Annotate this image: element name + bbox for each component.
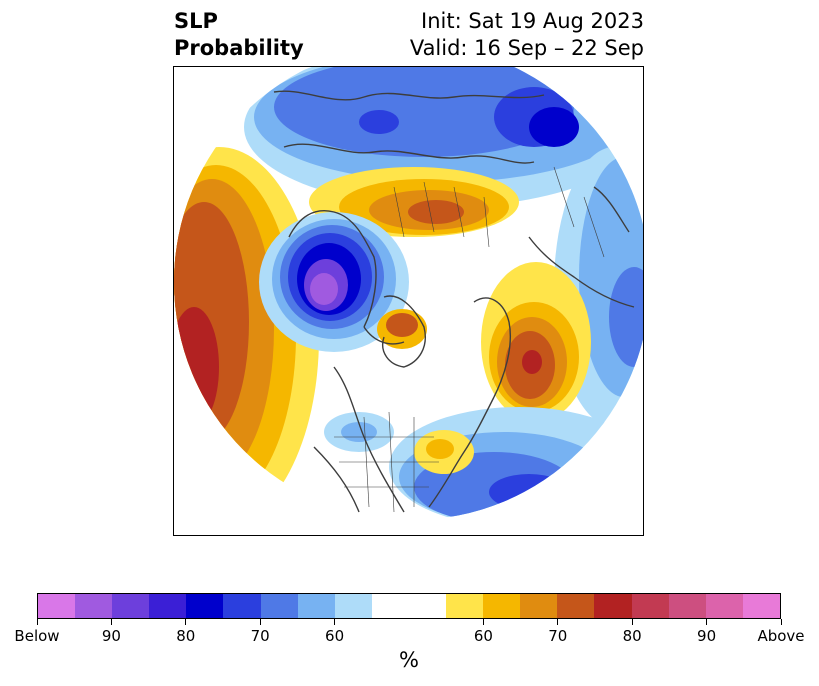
colorbar-segment bbox=[631, 594, 669, 618]
colorbar-tick-label: 60 bbox=[325, 627, 345, 645]
colorbar-segment bbox=[223, 594, 261, 618]
colorbar-segment bbox=[668, 594, 706, 618]
colorbar-segment bbox=[408, 594, 447, 618]
colorbar-tick-label: Below bbox=[14, 627, 60, 645]
colorbar-tick bbox=[780, 619, 782, 625]
colorbar-tick bbox=[334, 619, 336, 625]
colorbar-segment bbox=[334, 594, 372, 618]
arctic-above-region bbox=[377, 309, 427, 349]
atlantic-above-region bbox=[481, 262, 591, 422]
colorbar-segment bbox=[483, 594, 521, 618]
title-type: Probability bbox=[174, 36, 304, 60]
colorbar-tick bbox=[557, 619, 559, 625]
colorbar-tick-label: Above bbox=[757, 627, 805, 645]
colorbar-segment bbox=[557, 594, 595, 618]
valid-range: Valid: 16 Sep – 22 Sep bbox=[409, 36, 644, 60]
colorbar-tick bbox=[185, 619, 187, 625]
title-variable: SLP bbox=[174, 9, 218, 33]
colorbar-segment bbox=[260, 594, 298, 618]
colorbar-tick bbox=[110, 619, 112, 625]
colorbar-tick bbox=[631, 619, 633, 625]
colorbar-tick bbox=[259, 619, 261, 625]
colorbar-segment bbox=[705, 594, 743, 618]
colorbar-segment bbox=[149, 594, 187, 618]
colorbar-segment bbox=[38, 594, 76, 618]
init-date: Init: Sat 19 Aug 2023 bbox=[421, 9, 644, 33]
colorbar-tick-label: 80 bbox=[622, 627, 642, 645]
colorbar-tick-label: 70 bbox=[250, 627, 270, 645]
colorbar-segment bbox=[446, 594, 484, 618]
title-left: SLP Probability bbox=[174, 8, 304, 62]
canada-below-region bbox=[324, 412, 394, 452]
title-right: Init: Sat 19 Aug 2023 Valid: 16 Sep – 22… bbox=[410, 8, 644, 62]
colorbar-segment bbox=[75, 594, 113, 618]
bering-below-region bbox=[259, 212, 409, 352]
colorbar-segment bbox=[186, 594, 224, 618]
colorbar-segment bbox=[112, 594, 150, 618]
arctic-below-region bbox=[244, 67, 643, 207]
colorbar-tick-label: 90 bbox=[101, 627, 121, 645]
colorbar-tick-label: 70 bbox=[548, 627, 568, 645]
borders bbox=[334, 166, 605, 513]
colorbar-tick-label: 60 bbox=[473, 627, 493, 645]
colorbar-segment bbox=[371, 594, 409, 618]
colorbar-tick bbox=[482, 619, 484, 625]
us-east-above-region bbox=[414, 430, 474, 474]
colorbar-segment bbox=[297, 594, 335, 618]
colorbar-units: % bbox=[399, 648, 419, 672]
colorbar-segment bbox=[520, 594, 558, 618]
colorbar-tick bbox=[36, 619, 38, 625]
colorbar bbox=[37, 593, 781, 619]
colorbar-tick-label: 90 bbox=[697, 627, 717, 645]
colorbar-segment bbox=[594, 594, 632, 618]
colorbar-tick bbox=[706, 619, 708, 625]
colorbar-tick-label: 80 bbox=[176, 627, 196, 645]
probability-map bbox=[174, 67, 643, 520]
map-frame bbox=[173, 66, 644, 536]
colorbar-segment bbox=[742, 594, 780, 618]
